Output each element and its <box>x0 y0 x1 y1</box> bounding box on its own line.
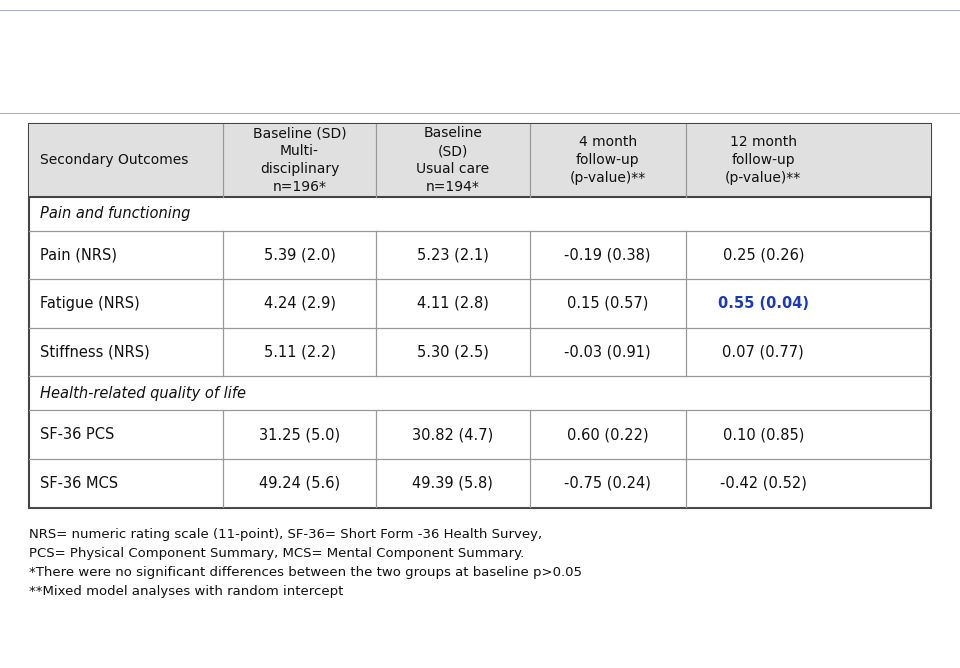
Text: 0.10 (0.85): 0.10 (0.85) <box>723 428 804 442</box>
Text: Baseline
(SD)
Usual care
n=194*: Baseline (SD) Usual care n=194* <box>417 126 490 194</box>
Text: 49.24 (5.6): 49.24 (5.6) <box>259 476 340 491</box>
Text: Pain and functioning: Pain and functioning <box>39 206 190 221</box>
Text: Health-related quality of life: Health-related quality of life <box>39 386 246 401</box>
Text: 49.39 (5.8): 49.39 (5.8) <box>413 476 493 491</box>
Text: 5.11 (2.2): 5.11 (2.2) <box>263 345 336 359</box>
Text: 0.07 (0.77): 0.07 (0.77) <box>723 345 804 359</box>
Text: Stiffness (NRS): Stiffness (NRS) <box>39 345 150 359</box>
Text: 5.39 (2.0): 5.39 (2.0) <box>264 247 335 263</box>
Text: SF-36 MCS: SF-36 MCS <box>39 476 118 491</box>
Text: Fatigue (NRS): Fatigue (NRS) <box>39 296 139 311</box>
Text: 4 month
follow-up
(p-value)**: 4 month follow-up (p-value)** <box>569 135 646 185</box>
Text: -0.75 (0.24): -0.75 (0.24) <box>564 476 651 491</box>
Text: 0.25 (0.26): 0.25 (0.26) <box>723 247 804 263</box>
Text: 4.11 (2.8): 4.11 (2.8) <box>417 296 489 311</box>
Text: 4.24 (2.9): 4.24 (2.9) <box>263 296 336 311</box>
Text: 5.23 (2.1): 5.23 (2.1) <box>417 247 489 263</box>
Text: NRS= numeric rating scale (11-point), SF-36= Short Form -36 Health Survey,
PCS= : NRS= numeric rating scale (11-point), SF… <box>29 528 582 598</box>
Text: 5.30 (2.5): 5.30 (2.5) <box>417 345 489 359</box>
Text: Smerte, funksjon, livskvalitet: Smerte, funksjon, livskvalitet <box>136 39 824 84</box>
Text: -0.42 (0.52): -0.42 (0.52) <box>720 476 806 491</box>
Text: Secondary Outcomes: Secondary Outcomes <box>39 153 188 167</box>
Text: -0.03 (0.91): -0.03 (0.91) <box>564 345 651 359</box>
Text: SF-36 PCS: SF-36 PCS <box>39 428 114 442</box>
Text: 0.15 (0.57): 0.15 (0.57) <box>567 296 648 311</box>
Text: 31.25 (5.0): 31.25 (5.0) <box>259 428 340 442</box>
Bar <box>29 124 931 196</box>
Text: 0.60 (0.22): 0.60 (0.22) <box>566 428 649 442</box>
Text: Pain (NRS): Pain (NRS) <box>39 247 116 263</box>
Text: 30.82 (4.7): 30.82 (4.7) <box>412 428 493 442</box>
Text: 12 month
follow-up
(p-value)**: 12 month follow-up (p-value)** <box>725 135 802 185</box>
Text: -0.19 (0.38): -0.19 (0.38) <box>564 247 651 263</box>
Text: Baseline (SD)
Multi-
disciplinary
n=196*: Baseline (SD) Multi- disciplinary n=196* <box>252 126 347 194</box>
Text: 0.55 (0.04): 0.55 (0.04) <box>718 296 809 311</box>
